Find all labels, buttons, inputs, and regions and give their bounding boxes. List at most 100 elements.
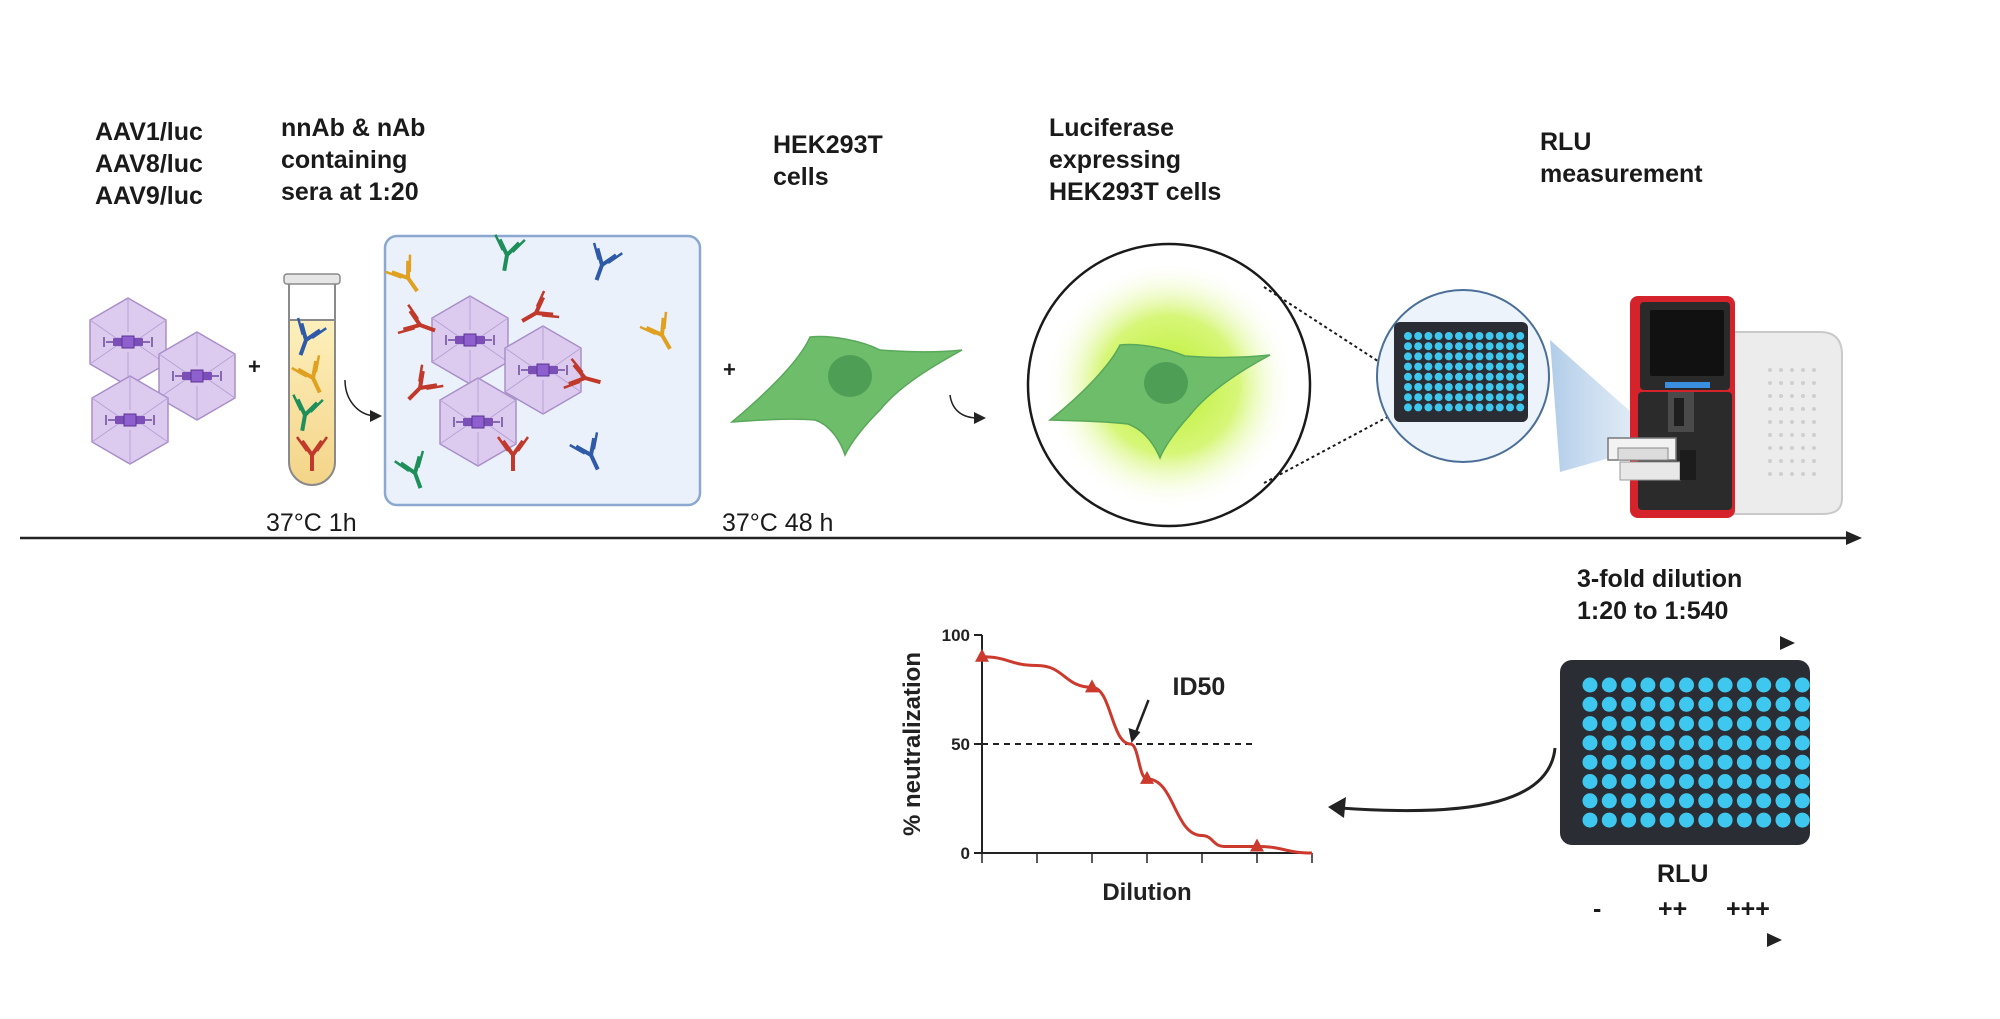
plate-well (1717, 735, 1733, 751)
plate-well (1640, 774, 1656, 789)
zoom-well (1465, 403, 1474, 412)
zoom-well (1495, 352, 1504, 361)
zoom-well (1424, 342, 1433, 351)
zoom-well (1434, 352, 1443, 361)
plate-well (1659, 754, 1675, 770)
timeline-arrow-head (1846, 531, 1862, 545)
zoom-well (1506, 342, 1514, 351)
plate-well (1621, 793, 1637, 809)
plate-well (1698, 716, 1714, 732)
plate-well (1756, 793, 1772, 809)
zoom-well (1404, 372, 1412, 381)
plate-well (1679, 754, 1694, 770)
plate-well (1582, 677, 1598, 693)
luciferase-label-line-1: Luciferase (1049, 114, 1175, 142)
zoom-well (1455, 393, 1463, 402)
zoom-well (1455, 383, 1463, 391)
aav-capsids (89, 297, 236, 465)
zoom-well (1516, 403, 1525, 412)
incubation-label-2: 37°C 48 h (722, 509, 834, 537)
plate-well (1736, 735, 1752, 751)
plate-well (1582, 793, 1598, 809)
data-point-marker (1140, 770, 1154, 784)
dilution-arrow-head (1780, 636, 1795, 650)
aav-label-line-1: AAV1/luc (95, 118, 203, 146)
zoom-well (1506, 403, 1514, 412)
zoom-well (1506, 393, 1514, 402)
zoom-well (1455, 342, 1463, 351)
incubation-label-1: 37°C 1h (266, 509, 357, 537)
plate-well (1756, 735, 1772, 751)
luciferase-cell-zoom (1026, 242, 1312, 528)
plate-well (1794, 696, 1810, 712)
plate-well (1775, 774, 1791, 789)
plate-well (1621, 696, 1637, 712)
plate-well (1717, 677, 1733, 693)
dilution-label-line-1: 3-fold dilution (1577, 565, 1743, 593)
plate-well (1756, 754, 1772, 770)
neutralization-curve (981, 655, 1313, 855)
plate-well (1582, 812, 1598, 828)
zoom-well (1404, 362, 1412, 371)
zoom-well (1485, 342, 1494, 351)
plate-well (1659, 696, 1675, 712)
plate-well (1679, 716, 1694, 732)
zoom-well (1424, 352, 1433, 361)
sera-tube (283, 273, 341, 486)
plate-well (1794, 754, 1810, 770)
plate-well (1736, 696, 1752, 712)
plate-well (1601, 696, 1617, 712)
dilution-plate-wells (1582, 677, 1810, 828)
plate-well (1756, 774, 1772, 789)
plate-well (1659, 677, 1675, 693)
plate-well (1601, 735, 1617, 751)
rlu-scale-mid: ++ (1658, 895, 1688, 923)
zoom-well (1404, 342, 1412, 351)
dilution-label-line-2: 1:20 to 1:540 (1577, 597, 1729, 625)
zoom-well (1465, 362, 1474, 371)
plate-well (1775, 735, 1791, 751)
zoom-well (1475, 342, 1484, 351)
aav-label: AAV1/luc AAV8/luc AAV9/luc (95, 116, 203, 212)
data-point-marker (975, 648, 989, 662)
plate-well (1698, 774, 1714, 789)
zoom-well (1516, 372, 1525, 381)
y-tick-label: 100 (942, 626, 970, 645)
plate-well (1794, 793, 1810, 809)
zoom-well (1455, 372, 1463, 381)
sera-label-line-3: sera at 1:20 (281, 178, 419, 206)
plate-well (1736, 774, 1752, 789)
zoom-well (1475, 393, 1484, 402)
plate-well (1794, 735, 1810, 751)
hek293t-cell (729, 335, 963, 457)
zoom-well (1414, 403, 1423, 412)
plate-well (1582, 696, 1598, 712)
zoom-well (1516, 352, 1525, 361)
plate-well (1679, 774, 1694, 789)
zoom-well (1475, 372, 1484, 381)
zoom-well (1495, 372, 1504, 381)
plus-sign-2: + (723, 357, 736, 382)
zoom-well (1516, 383, 1525, 391)
zoom-well (1444, 403, 1453, 412)
return-arrow (1339, 747, 1557, 813)
plate-well (1698, 696, 1714, 712)
plate-well (1775, 812, 1791, 828)
plate-well (1640, 793, 1656, 809)
zoom-well (1444, 352, 1453, 361)
curved-arrow-2 (949, 394, 979, 419)
zoom-well (1444, 342, 1453, 351)
data-point-marker (1085, 679, 1099, 693)
curved-arrow-1-head (370, 410, 382, 422)
cells-label: HEK293T cells (773, 129, 883, 193)
plate-well (1601, 793, 1617, 809)
zoom-well (1465, 342, 1474, 351)
plate-well (1640, 677, 1656, 693)
x-axis-label: Dilution (1102, 879, 1191, 906)
plate-well (1659, 735, 1675, 751)
zoom-well (1516, 362, 1525, 371)
zoom-well (1424, 393, 1433, 402)
plate-well (1640, 716, 1656, 732)
plate-well (1717, 716, 1733, 732)
